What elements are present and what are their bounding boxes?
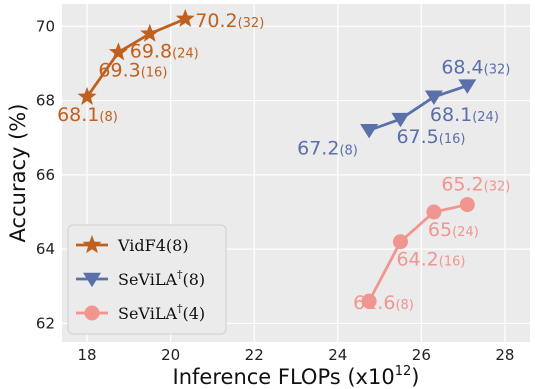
data-label-frames: (16) <box>439 255 466 270</box>
legend-label-name: SeViLA <box>118 304 177 323</box>
data-label-value: 65.2 <box>441 174 483 196</box>
data-point <box>391 112 410 128</box>
tick-labels: 18 20 22 24 26 28 62 64 66 68 70 <box>36 17 515 364</box>
data-point <box>458 79 477 94</box>
data-point <box>392 234 408 250</box>
series-line <box>368 84 468 132</box>
series-line <box>367 203 468 302</box>
data-label-frames: (24) <box>172 47 199 62</box>
data-label-value: 69.8 <box>130 41 172 63</box>
legend-marker <box>84 305 100 321</box>
x-axis-label-close: ) <box>411 365 419 389</box>
y-tick-label: 66 <box>36 166 55 184</box>
data-label: 64.2(16) <box>396 249 465 271</box>
legend-marker <box>83 272 101 288</box>
y-tick-label: 68 <box>36 92 55 110</box>
data-label: 70.2(32) <box>195 10 264 32</box>
data-label-value: 68.1 <box>57 104 99 126</box>
legend-label-name: VidF4(8) <box>117 236 189 255</box>
data-label-value: 64.2 <box>396 249 438 271</box>
data-point <box>360 123 379 139</box>
data-label-value: 68.4 <box>441 57 483 79</box>
data-label: 69.8(24) <box>130 41 199 63</box>
data-label: 67.2(8) <box>297 137 358 159</box>
data-point <box>77 86 97 105</box>
x-tick-label: 18 <box>78 346 97 364</box>
data-point <box>426 204 442 220</box>
data-label-frames: (24) <box>472 110 499 125</box>
legend-label-frames: (4) <box>183 304 206 323</box>
x-tick-label: 24 <box>328 346 347 364</box>
data-label: 68.1(24) <box>430 104 499 126</box>
data-label-frames: (32) <box>484 63 511 78</box>
data-label-frames: (32) <box>238 16 265 31</box>
data-label: 62.6(8) <box>353 292 414 314</box>
y-tick-label: 62 <box>36 314 55 332</box>
data-label: 68.1(8) <box>57 104 118 126</box>
data-label-frames: (8) <box>395 298 413 313</box>
legend-marker <box>82 235 102 254</box>
data-point <box>108 42 128 61</box>
data-label-frames: (32) <box>484 180 511 195</box>
data-label: 67.5(16) <box>396 126 465 148</box>
y-axis-label: Accuracy (%) <box>6 104 30 243</box>
x-axis-label-exponent: 12 <box>395 364 412 379</box>
data-point <box>459 197 475 213</box>
x-tick-label: 20 <box>161 346 180 364</box>
data-label-value: 69.3 <box>98 59 140 81</box>
data-labels: 68.1(8)69.3(16)69.8(24)70.2(32)67.2(8)67… <box>57 10 510 314</box>
legend-box <box>67 224 227 335</box>
data-point <box>175 8 195 27</box>
data-label-value: 67.2 <box>297 137 339 159</box>
data-label-frames: (16) <box>141 65 168 80</box>
data-label-frames: (24) <box>452 225 479 240</box>
data-label-frames: (8) <box>339 143 357 158</box>
x-axis-label-main: Inference FLOPs (x10 <box>173 365 395 389</box>
x-tick-label: 26 <box>412 346 431 364</box>
data-label-frames: (16) <box>439 132 466 147</box>
data-point <box>361 293 377 309</box>
legend-label: SeViLA†(8) <box>118 268 205 289</box>
x-axis-label: Inference FLOPs (x1012) <box>173 364 420 389</box>
data-label-value: 67.5 <box>396 126 438 148</box>
data-label-value: 68.1 <box>430 104 472 126</box>
data-label-value: 65 <box>428 219 452 241</box>
legend-label-frames: (8) <box>183 270 206 289</box>
legend-label: VidF4(8) <box>117 236 189 255</box>
y-tick-label: 70 <box>36 17 55 35</box>
y-tick-label: 64 <box>36 240 55 258</box>
x-tick-label: 28 <box>495 346 514 364</box>
data-label-frames: (8) <box>99 110 117 125</box>
data-point <box>140 23 160 42</box>
x-tick-label: 22 <box>245 346 264 364</box>
data-label-value: 62.6 <box>353 292 395 314</box>
legend-label-dagger: † <box>177 268 183 281</box>
data-label: 69.3(16) <box>98 59 167 81</box>
legend-label-name: SeViLA <box>118 270 177 289</box>
series-layer <box>77 8 477 309</box>
data-label: 65.2(32) <box>441 174 510 196</box>
legend-label: SeViLA†(4) <box>118 302 205 323</box>
series-line <box>85 17 186 98</box>
legend-label-dagger: † <box>177 302 183 315</box>
data-label: 65(24) <box>428 219 479 241</box>
data-label-value: 70.2 <box>195 10 237 32</box>
data-point <box>424 90 443 105</box>
legend: VidF4(8)SeViLA†(8)SeViLA†(4) <box>67 224 227 335</box>
data-label: 68.4(32) <box>441 57 510 79</box>
